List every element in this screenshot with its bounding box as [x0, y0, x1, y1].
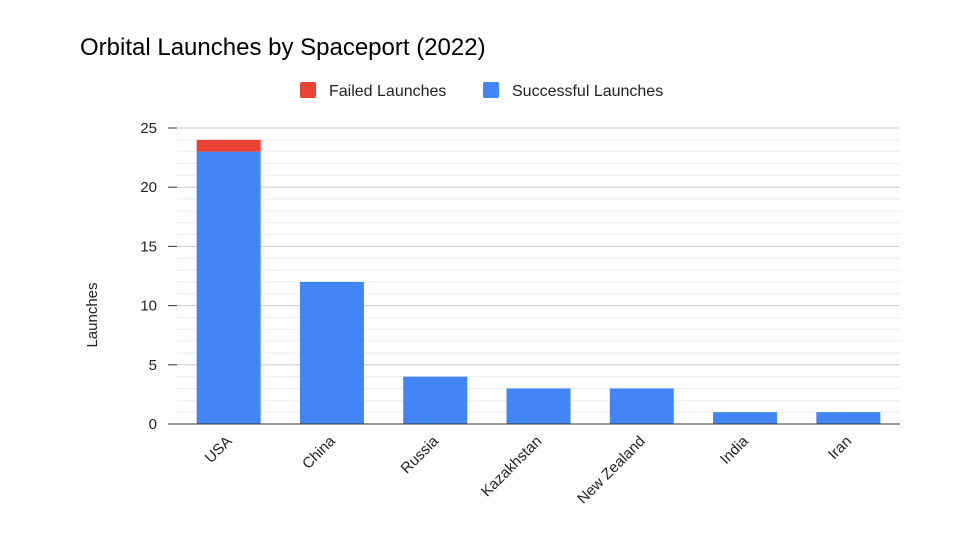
x-tick-label: Russia [398, 432, 443, 477]
y-tick-label: 5 [149, 357, 157, 374]
y-tick-label: 10 [140, 298, 157, 315]
legend-label-successful: Successful Launches [512, 83, 663, 100]
legend: Failed Launches Successful Launches [300, 82, 663, 100]
y-axis-label: Launches [84, 282, 101, 347]
y-tick-label: 15 [140, 238, 157, 255]
gridlines [177, 127, 900, 413]
legend-swatch-successful [483, 82, 499, 98]
y-axis-ticks: 0 5 10 15 20 25 [140, 120, 177, 433]
bar-successful [403, 376, 468, 424]
bar-successful [196, 151, 261, 424]
x-tick-label: Iran [825, 433, 855, 463]
x-tick-label: USA [202, 433, 236, 467]
x-tick-label: New Zealand [574, 433, 649, 508]
legend-label-failed: Failed Launches [329, 83, 446, 100]
bars [196, 139, 881, 424]
y-tick-label: 25 [140, 120, 157, 137]
x-tick-label: India [717, 432, 752, 467]
bar-successful [506, 388, 571, 424]
bar-successful [816, 412, 881, 424]
bar-failed [196, 139, 261, 152]
bar-successful [713, 412, 778, 424]
x-tick-label: China [299, 432, 339, 472]
bar-successful [609, 388, 674, 424]
y-tick-label: 20 [140, 179, 157, 196]
x-tick-label: Kazakhstan [478, 433, 545, 500]
bar-successful [299, 281, 364, 424]
legend-swatch-failed [300, 82, 316, 98]
y-tick-label: 0 [149, 416, 157, 433]
chart-title: Orbital Launches by Spaceport (2022) [80, 34, 486, 61]
x-axis-ticks: USA China Russia Kazakhstan New Zealand India… [202, 432, 856, 507]
